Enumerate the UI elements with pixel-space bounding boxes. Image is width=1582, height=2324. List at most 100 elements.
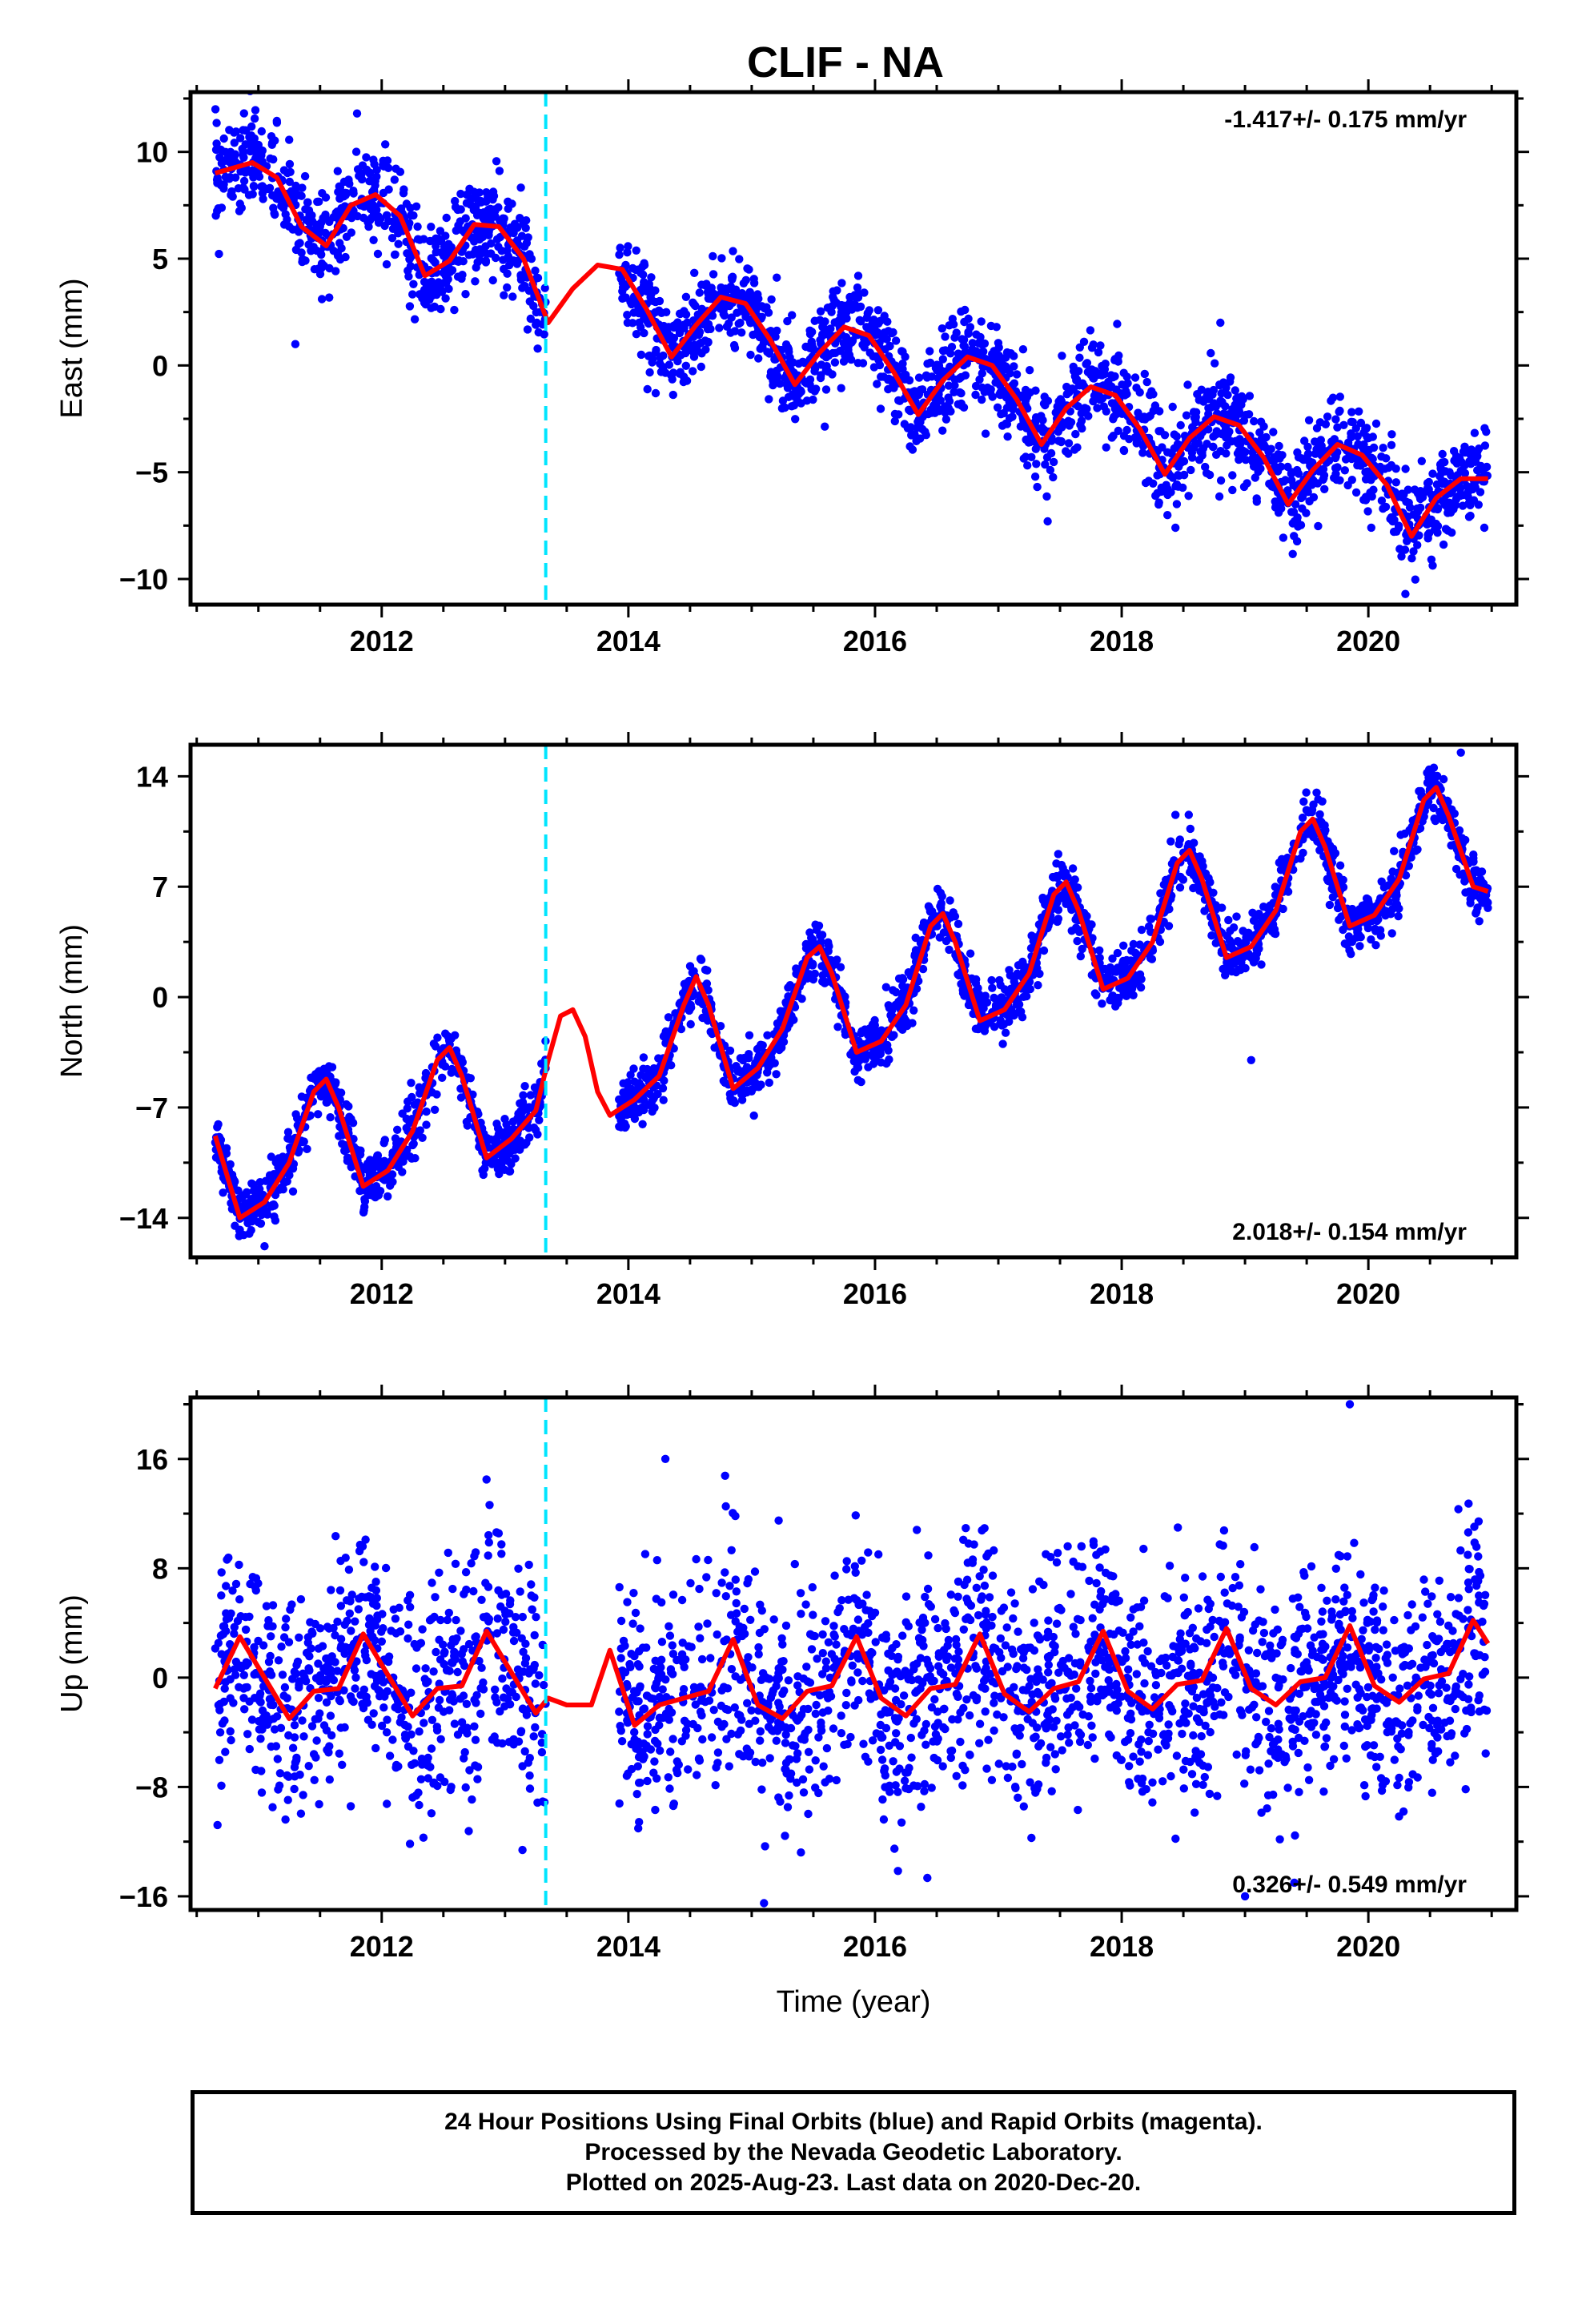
- data-point: [629, 1064, 638, 1073]
- data-point: [794, 390, 803, 399]
- data-point: [340, 1146, 349, 1156]
- x-tick-label: 2016: [843, 625, 907, 657]
- data-point: [382, 259, 391, 269]
- data-point: [1010, 977, 1018, 986]
- data-point: [908, 445, 917, 454]
- data-point: [508, 292, 517, 301]
- data-point: [845, 351, 854, 360]
- data-point: [1239, 482, 1249, 492]
- data-point: [1060, 420, 1069, 428]
- data-point: [1265, 479, 1274, 489]
- data-point: [1339, 420, 1348, 429]
- data-point: [651, 388, 661, 398]
- data-point: [1222, 449, 1231, 458]
- data-point: [765, 395, 773, 404]
- data-point: [717, 304, 725, 312]
- data-point: [1064, 439, 1074, 448]
- data-point: [315, 1067, 323, 1076]
- data-point: [438, 287, 447, 296]
- data-point: [1171, 810, 1180, 819]
- data-point: [647, 289, 656, 299]
- data-point: [873, 328, 882, 337]
- data-point: [216, 145, 225, 154]
- data-points-east: [211, 92, 1492, 598]
- data-point: [1021, 396, 1030, 405]
- data-point: [1467, 448, 1476, 456]
- y-tick-label: 10: [136, 136, 168, 169]
- data-point: [1204, 404, 1213, 412]
- data-point: [823, 304, 833, 312]
- data-point: [1401, 464, 1410, 473]
- data-point: [1381, 911, 1390, 920]
- data-point: [685, 345, 695, 355]
- data-point: [374, 216, 383, 226]
- data-point: [1087, 344, 1097, 352]
- data-point: [279, 1185, 287, 1194]
- data-point: [1182, 411, 1191, 420]
- data-point: [1296, 521, 1306, 529]
- data-point: [1098, 394, 1107, 403]
- data-point: [912, 436, 921, 445]
- data-point: [1168, 402, 1177, 412]
- data-point: [1127, 946, 1136, 955]
- data-point: [1283, 486, 1292, 495]
- data-point: [831, 348, 840, 357]
- data-point: [706, 324, 715, 333]
- data-point: [681, 310, 691, 319]
- data-point: [1149, 390, 1158, 399]
- data-point: [766, 368, 776, 376]
- data-point: [709, 251, 717, 261]
- data-point: [1211, 359, 1219, 368]
- data-point: [492, 235, 502, 243]
- data-point: [464, 198, 473, 207]
- data-point: [1415, 824, 1425, 833]
- data-point: [342, 232, 351, 241]
- data-point: [1275, 454, 1284, 463]
- data-point: [791, 415, 800, 424]
- data-point: [833, 1023, 842, 1031]
- data-point: [392, 225, 401, 234]
- data-point: [365, 177, 374, 186]
- data-point: [509, 223, 518, 231]
- data-point: [365, 215, 375, 225]
- data-point: [998, 421, 1007, 430]
- data-point: [1014, 961, 1023, 970]
- data-point: [1363, 507, 1372, 516]
- data-point: [976, 1022, 985, 1031]
- data-point: [765, 349, 774, 358]
- data-point: [817, 931, 827, 939]
- data-point: [890, 416, 900, 426]
- data-point: [704, 337, 713, 347]
- data-point: [721, 284, 730, 293]
- data-point: [1248, 908, 1257, 918]
- data-point: [1331, 849, 1340, 858]
- data-point: [235, 1232, 243, 1240]
- data-point: [447, 1034, 456, 1043]
- data-point: [689, 300, 699, 309]
- data-point: [1443, 526, 1452, 535]
- data-point: [488, 195, 497, 204]
- data-point: [618, 294, 627, 303]
- data-point: [405, 302, 415, 311]
- data-point: [949, 320, 958, 329]
- data-point: [492, 1134, 501, 1144]
- data-point: [219, 134, 228, 143]
- data-point: [734, 320, 743, 328]
- data-point: [950, 388, 958, 396]
- data-point: [616, 1116, 625, 1125]
- data-point: [1347, 950, 1355, 959]
- data-point: [1403, 537, 1411, 545]
- data-point: [1157, 483, 1166, 493]
- data-point: [1291, 500, 1300, 509]
- data-point: [773, 1019, 782, 1028]
- data-point: [1119, 368, 1128, 377]
- data-point: [725, 301, 734, 311]
- data-point: [1026, 437, 1035, 447]
- data-point: [1194, 439, 1203, 448]
- data-point: [898, 359, 907, 368]
- data-point: [688, 968, 697, 977]
- data-point: [1391, 464, 1400, 473]
- data-point: [1216, 476, 1226, 485]
- data-point: [789, 401, 798, 410]
- data-point: [1078, 424, 1086, 433]
